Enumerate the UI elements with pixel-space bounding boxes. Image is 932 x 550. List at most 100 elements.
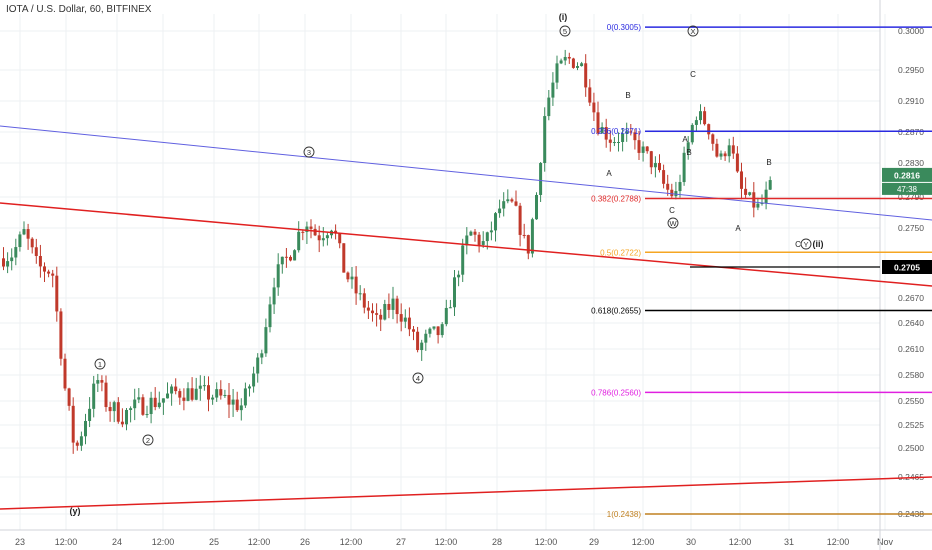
wave-label: Y bbox=[803, 240, 808, 249]
x-tick-label: 23 bbox=[15, 537, 25, 547]
candle-body bbox=[116, 402, 120, 422]
candle-body bbox=[309, 226, 313, 229]
wave-label: W bbox=[669, 219, 677, 228]
candle-body bbox=[366, 307, 370, 311]
candle-body bbox=[535, 194, 538, 220]
candle-body bbox=[756, 203, 760, 208]
candle-body bbox=[744, 188, 748, 195]
chart-title: IOTA / U.S. Dollar, 60, BITFINEX bbox=[6, 4, 152, 15]
fib-level-label: 0.236(0.2871) bbox=[591, 127, 641, 136]
candle-body bbox=[625, 131, 629, 134]
candle-body bbox=[723, 153, 727, 157]
candle-body bbox=[129, 408, 133, 410]
candle-body bbox=[543, 116, 547, 164]
candle-body bbox=[190, 388, 194, 400]
x-tick-label: 12:00 bbox=[55, 537, 78, 547]
y-tick-label: 0.2580 bbox=[898, 370, 924, 380]
candle-body bbox=[141, 397, 145, 415]
candle-body bbox=[563, 56, 567, 61]
candle-body bbox=[354, 276, 358, 294]
y-tick-label: 0.2500 bbox=[898, 443, 924, 453]
candle-body bbox=[424, 333, 428, 343]
trendline-red-lower bbox=[0, 476, 932, 510]
candle-body bbox=[567, 56, 571, 59]
candle-body bbox=[662, 170, 666, 184]
candle-body bbox=[699, 111, 702, 121]
candle-body bbox=[580, 63, 584, 67]
candle-body bbox=[108, 407, 112, 412]
candle-body bbox=[530, 219, 534, 254]
candle-body bbox=[752, 192, 756, 208]
candle-body bbox=[153, 397, 157, 408]
candle-body bbox=[297, 231, 301, 251]
wave-label-circle bbox=[800, 238, 812, 250]
x-tick-label: 12:00 bbox=[535, 537, 558, 547]
wave-label: 4 bbox=[416, 374, 420, 383]
candle-body bbox=[485, 232, 489, 242]
wave-label-circle bbox=[412, 372, 424, 384]
candle-body bbox=[559, 60, 563, 64]
candle-body bbox=[112, 402, 116, 412]
candle-body bbox=[96, 380, 100, 384]
x-tick-label: 24 bbox=[112, 537, 122, 547]
candle-body bbox=[694, 120, 698, 125]
x-tick-label: 30 bbox=[686, 537, 696, 547]
candle-body bbox=[166, 393, 169, 399]
candle-body bbox=[194, 388, 198, 400]
candle-body bbox=[727, 145, 731, 157]
candle-body bbox=[198, 385, 202, 389]
candle-body bbox=[383, 304, 387, 320]
candle-body bbox=[248, 386, 251, 389]
candle-body bbox=[707, 124, 711, 135]
candle-body bbox=[387, 304, 391, 310]
trendline-red-upper bbox=[0, 202, 932, 287]
fib-level-label: 1(0.2438) bbox=[607, 510, 642, 519]
candle-body bbox=[305, 226, 309, 232]
candle-body bbox=[428, 328, 432, 334]
candle-body bbox=[670, 189, 674, 197]
wave-label: 2 bbox=[146, 436, 150, 445]
y-tick-label: 0.2640 bbox=[898, 318, 924, 328]
candle-body bbox=[477, 234, 481, 245]
candle-body bbox=[576, 66, 579, 68]
candle-body bbox=[178, 391, 182, 398]
candle-body bbox=[284, 256, 288, 258]
candle-body bbox=[588, 87, 592, 103]
candle-body bbox=[215, 389, 219, 398]
candle-body bbox=[63, 358, 67, 389]
candle-body bbox=[518, 205, 522, 235]
candle-body bbox=[740, 171, 743, 189]
y-tick-label: 0.2950 bbox=[898, 65, 924, 75]
candle-body bbox=[617, 141, 620, 143]
wave-label: 5 bbox=[563, 27, 567, 36]
candle-body bbox=[600, 127, 604, 134]
fib-level-label: 0.618(0.2655) bbox=[591, 307, 641, 316]
x-tick-label: 12:00 bbox=[152, 537, 175, 547]
candle-body bbox=[502, 201, 506, 209]
candle-body bbox=[26, 229, 30, 239]
current-price-value: 0.2816 bbox=[894, 170, 920, 180]
candle-body bbox=[379, 314, 383, 320]
candle-body bbox=[293, 250, 297, 261]
wave-label: C bbox=[795, 240, 801, 249]
candle-body bbox=[461, 245, 465, 275]
candle-body bbox=[120, 421, 124, 425]
candle-body bbox=[47, 271, 51, 274]
candle-body bbox=[592, 102, 596, 113]
candle-body bbox=[539, 163, 543, 195]
candle-body bbox=[658, 163, 661, 171]
candle-body bbox=[375, 313, 379, 315]
x-tick-label: 27 bbox=[396, 537, 406, 547]
wave-label: C bbox=[669, 206, 675, 215]
candle-body bbox=[207, 385, 210, 400]
candle-body bbox=[256, 357, 260, 374]
candle-body bbox=[67, 388, 71, 406]
candle-body bbox=[711, 134, 715, 144]
candle-body bbox=[239, 405, 243, 411]
candle-body bbox=[506, 199, 510, 202]
candle-body bbox=[584, 63, 588, 88]
candle-body bbox=[633, 132, 637, 141]
x-tick-label: 12:00 bbox=[340, 537, 363, 547]
x-tick-label: 12:00 bbox=[827, 537, 850, 547]
